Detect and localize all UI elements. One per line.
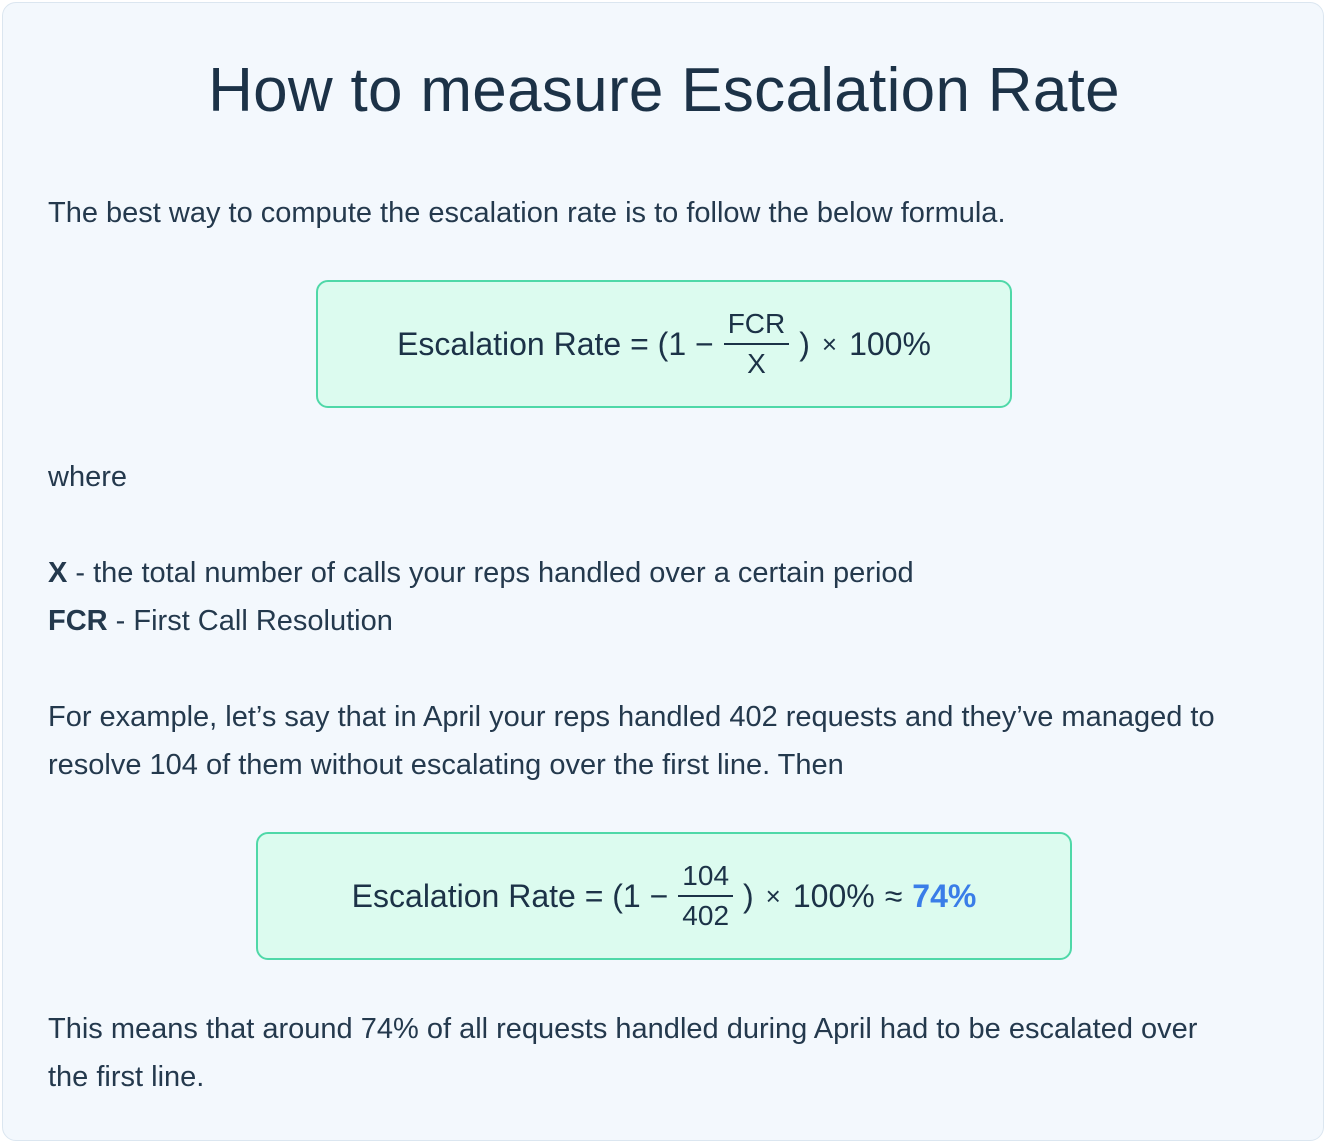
example-formula-times-sign: ×: [765, 880, 781, 911]
example-paragraph: For example, let’s say that in April you…: [48, 701, 1215, 781]
definition-term: FCR: [48, 605, 108, 637]
conclusion-paragraph: This means that around 74% of all reques…: [48, 1013, 1198, 1093]
example-formula-approx-sign: ≈: [884, 877, 903, 914]
formula-denominator: X: [747, 348, 766, 379]
intro-paragraph: The best way to compute the escalation r…: [48, 197, 1006, 229]
example-formula-numerator: 104: [678, 859, 734, 897]
definition-text: - First Call Resolution: [107, 605, 393, 637]
page-title: How to measure Escalation Rate: [208, 56, 1120, 125]
definition-term: X: [48, 557, 68, 589]
formula-box: Escalation Rate = (1 − FCR X ) × 100%: [316, 280, 1012, 408]
formula-times-sign: ×: [821, 328, 838, 359]
formula-numerator: FCR: [723, 307, 790, 345]
formula-lhs: Escalation Rate = (1 −: [397, 325, 714, 362]
example-formula-close-paren: ): [743, 877, 754, 914]
where-label: where: [48, 461, 127, 493]
example-formula-result: 74%: [912, 877, 977, 914]
formula-fraction: FCR X: [723, 307, 790, 381]
definition-fcr: FCR - First Call Resolution: [48, 597, 1248, 645]
example-formula-multiplier: 100%: [792, 877, 875, 914]
example-formula-box: Escalation Rate = (1 − 104 402 ) × 100% …: [256, 832, 1072, 960]
example-formula-denominator: 402: [682, 900, 730, 931]
example-formula-fraction: 104 402: [678, 859, 734, 933]
formula-close-paren: ): [799, 325, 810, 362]
definition-x: X - the total number of calls your reps …: [48, 549, 1248, 597]
example-formula-lhs: Escalation Rate = (1 −: [351, 877, 669, 914]
definition-text: - the total number of calls your reps ha…: [67, 557, 914, 589]
formula-multiplier: 100%: [849, 325, 931, 362]
